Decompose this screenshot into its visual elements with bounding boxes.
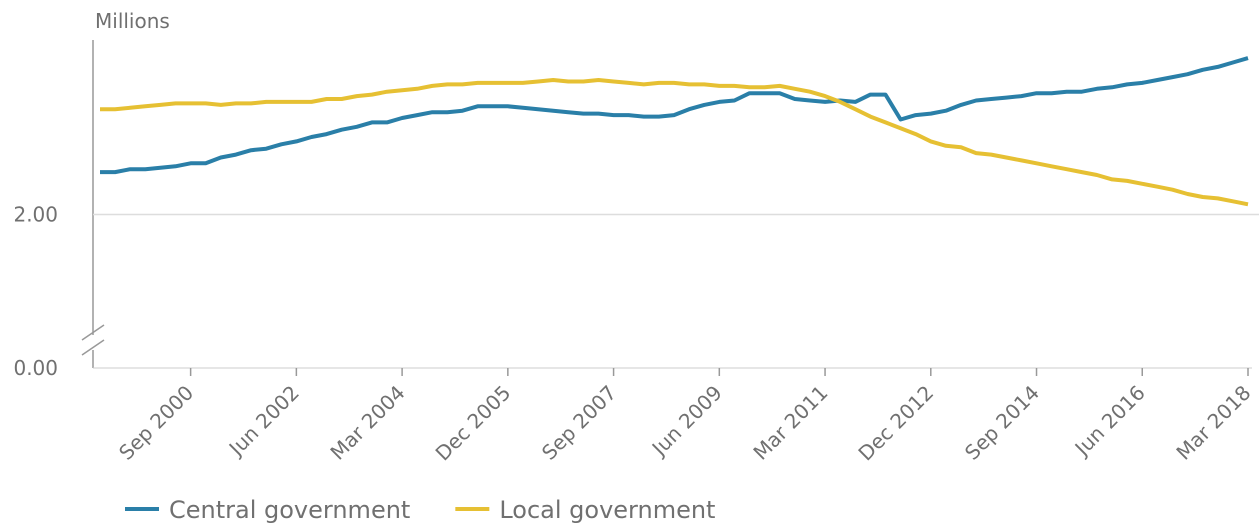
series-line: [100, 78, 1249, 207]
x-tick-label: Sep 2007: [537, 381, 621, 465]
axis-break: [81, 339, 105, 356]
axis-break: [81, 324, 105, 341]
legend-label: Central government: [169, 496, 410, 524]
x-tick-label: Mar 2018: [1171, 381, 1255, 465]
x-tick-label: Mar 2004: [325, 381, 409, 465]
y-tick-label: 0.00: [13, 356, 58, 380]
x-tick-label: Dec 2012: [853, 381, 938, 466]
x-tick-label: Jun 2002: [223, 381, 304, 462]
x-tick-label: Jun 2016: [1069, 381, 1150, 462]
y-axis-label: Millions: [95, 9, 170, 33]
x-tick-label: Mar 2011: [748, 381, 832, 465]
y-tick-label: 2.00: [13, 203, 58, 227]
series-line: [100, 56, 1249, 175]
x-tick-label: Sep 2014: [960, 381, 1044, 465]
legend-label: Local government: [499, 496, 715, 524]
x-tick-label: Jun 2009: [646, 381, 727, 462]
x-tick-label: Sep 2000: [114, 381, 198, 465]
x-tick-label: Dec 2005: [431, 381, 516, 466]
